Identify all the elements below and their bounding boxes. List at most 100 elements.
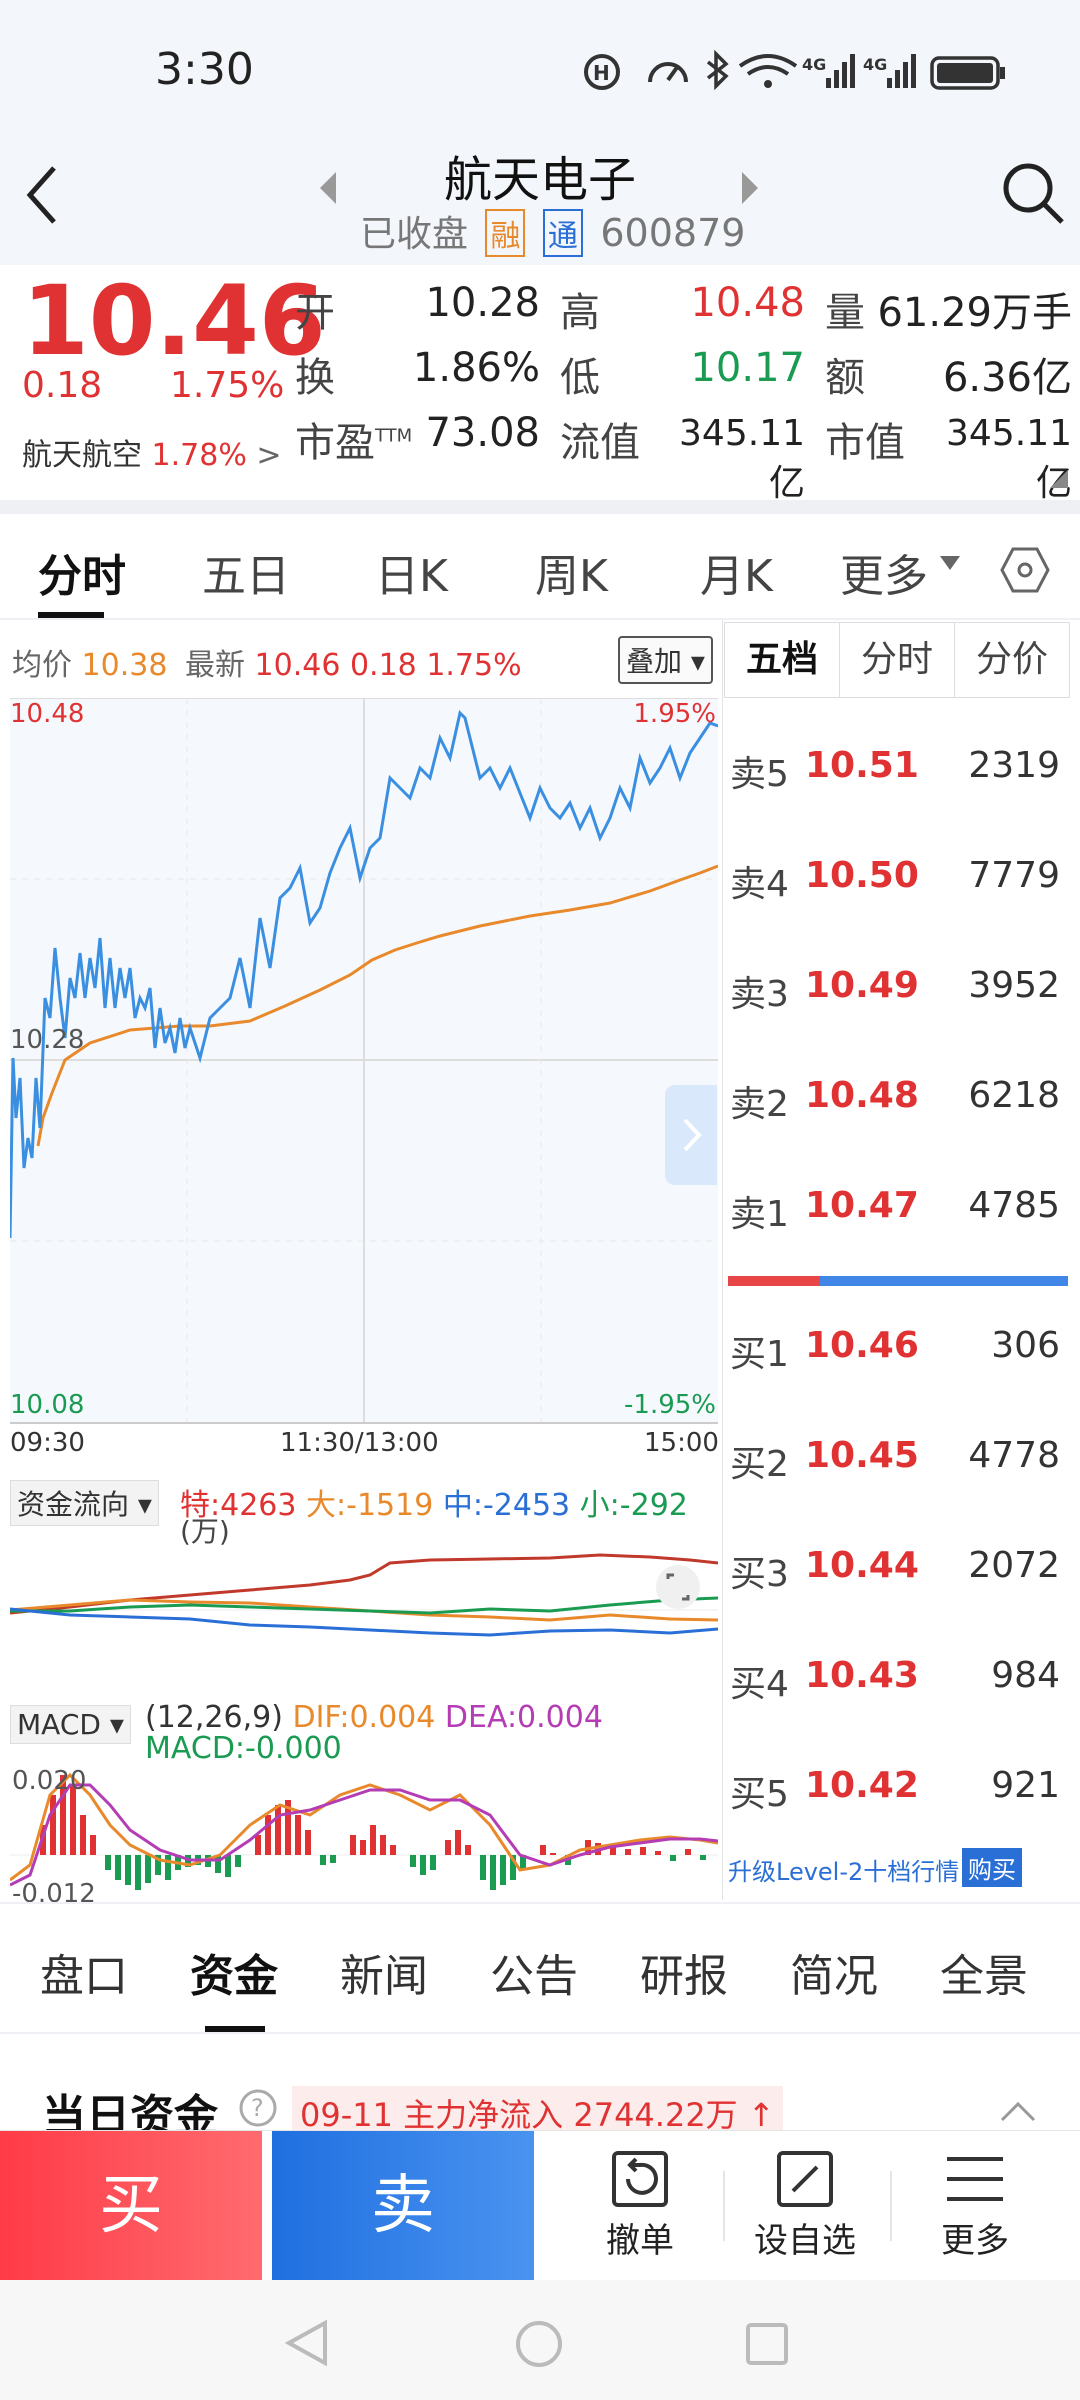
- buy-button[interactable]: 买: [0, 2131, 262, 2281]
- bid-volume: 306: [991, 1325, 1060, 1366]
- tab-weekly-k[interactable]: 周K: [535, 551, 608, 602]
- settings-hexagon-icon[interactable]: [1000, 545, 1050, 595]
- bid-price: 10.46: [805, 1325, 919, 1366]
- level2-upgrade-link[interactable]: 升级Level-2十档行情: [728, 1858, 960, 1886]
- label-pe: 市盈TTM: [295, 420, 413, 466]
- bid-ask-ratio-bar: [728, 1276, 1068, 1286]
- divider: [723, 2171, 725, 2241]
- bid-price: 10.44: [805, 1545, 919, 1586]
- tab-intraday[interactable]: 分时: [38, 551, 126, 602]
- macd-chart: 0.020 -0.012: [10, 1766, 718, 1905]
- nav-back-icon[interactable]: [285, 2320, 329, 2366]
- tab-five-day[interactable]: 五日: [202, 551, 290, 602]
- stock-header: 航天电子 已收盘 融 通 600879: [0, 140, 1080, 265]
- chevron-right-icon: [683, 1118, 702, 1152]
- ask-price: 10.48: [805, 1075, 919, 1116]
- ask-row[interactable]: 卖2: [730, 1084, 789, 1125]
- tab-funds[interactable]: 资金: [190, 1951, 278, 2002]
- more-dropdown-icon[interactable]: [940, 556, 960, 570]
- macd-y-bottom: -0.012: [12, 1879, 96, 1905]
- nav-home-icon[interactable]: [515, 2320, 563, 2368]
- fund-flow-chart: [10, 1553, 718, 1637]
- sell-button[interactable]: 卖: [272, 2131, 534, 2281]
- ask-row[interactable]: 卖4: [730, 864, 789, 905]
- hd-icon: H: [584, 54, 620, 90]
- ask-volume: 2319: [968, 745, 1060, 786]
- tab-news[interactable]: 新闻: [340, 1951, 428, 2002]
- quote-panel: 10.46 0.18 1.75% 航天航空 1.78% > 开 10.28 高 …: [0, 265, 1080, 504]
- bluetooth-icon: [706, 49, 729, 91]
- bid-row[interactable]: 买2: [730, 1444, 789, 1485]
- tong-badge: 通: [542, 209, 583, 257]
- macd-selector[interactable]: MACD ▾: [10, 1705, 131, 1744]
- tab-panorama[interactable]: 全景: [940, 1951, 1028, 2002]
- stock-code: 600879: [600, 211, 746, 255]
- nav-recents-icon[interactable]: [745, 2322, 789, 2366]
- tab-ticks[interactable]: 分时: [839, 623, 954, 697]
- label-float-cap: 流值: [560, 420, 640, 466]
- bid-volume: 984: [991, 1655, 1060, 1696]
- divider: [0, 2032, 1080, 2034]
- macd-legend: (12,26,9) DIF:0.004 DEA:0.004: [145, 1700, 603, 1735]
- tab-monthly-k[interactable]: 月K: [700, 551, 773, 602]
- ask-volume: 4785: [968, 1185, 1060, 1226]
- rong-badge: 融: [485, 209, 526, 257]
- bid-row[interactable]: 买3: [730, 1554, 789, 1595]
- speed-icon: [648, 62, 688, 83]
- cancel-order-button[interactable]: 撤单: [585, 2149, 695, 2262]
- ask-row[interactable]: 卖3: [730, 974, 789, 1015]
- related-sector[interactable]: 航天航空 1.78% >: [22, 438, 282, 473]
- pct-min-label: -1.95%: [624, 1390, 716, 1420]
- add-watchlist-button[interactable]: 设自选: [750, 2149, 860, 2262]
- bid-row[interactable]: 买1: [730, 1334, 789, 1375]
- battery-icon: [930, 56, 1005, 90]
- tab-more[interactable]: 更多: [840, 551, 928, 602]
- more-button[interactable]: 更多: [920, 2149, 1030, 2262]
- buy-level2-button[interactable]: 购买: [962, 1848, 1022, 1887]
- overlay-button[interactable]: 叠加 ▾: [618, 636, 713, 684]
- bid-row[interactable]: 买4: [730, 1664, 789, 1705]
- chevron-up-icon[interactable]: [1000, 2100, 1036, 2122]
- label-high: 高: [560, 290, 600, 336]
- tab-announcements[interactable]: 公告: [490, 1951, 578, 2002]
- book-tabs: 五档 分时 分价: [724, 622, 1070, 698]
- next-stock-icon[interactable]: [738, 170, 760, 206]
- tab-price-dist[interactable]: 分价: [954, 623, 1069, 697]
- status-bar: 3:30 H 4G 4G: [0, 0, 1080, 140]
- time-start-label: 09:30: [10, 1428, 85, 1458]
- divider: [0, 618, 1080, 620]
- bid-volume: 4778: [968, 1435, 1060, 1476]
- help-icon[interactable]: ?: [238, 2088, 278, 2128]
- tab-handicap[interactable]: 盘口: [40, 1951, 128, 2002]
- pct-max-label: 1.95%: [633, 699, 716, 729]
- expand-corner-icon[interactable]: [1050, 470, 1068, 488]
- ask-row[interactable]: 卖1: [730, 1194, 789, 1235]
- macd-y-top: 0.020: [12, 1766, 86, 1796]
- edit-icon: [777, 2151, 833, 2207]
- ask-volume: 6218: [968, 1075, 1060, 1116]
- tab-research[interactable]: 研报: [640, 1951, 728, 2002]
- bid-price: 10.42: [805, 1765, 919, 1806]
- ask-row[interactable]: 卖5: [730, 754, 789, 795]
- intraday-legend: 均价 10.38 最新 10.46 0.18 1.75%: [12, 648, 522, 683]
- value-low: 10.17: [690, 345, 805, 391]
- arrow-up-icon: ↑: [747, 2096, 775, 2134]
- fund-flow-selector[interactable]: 资金流向 ▾: [10, 1480, 159, 1526]
- ask-price: 10.51: [805, 745, 919, 786]
- tab-profile[interactable]: 简况: [790, 1951, 878, 2002]
- expand-side-button[interactable]: [665, 1085, 717, 1185]
- value-open: 10.28: [425, 280, 540, 326]
- back-icon[interactable]: [22, 160, 62, 230]
- tab-five-levels[interactable]: 五档: [745, 639, 818, 680]
- prev-stock-icon[interactable]: [318, 170, 340, 206]
- y-max-label: 10.48: [10, 699, 84, 729]
- bid-row[interactable]: 买5: [730, 1774, 789, 1815]
- y-min-label: 10.08: [10, 1390, 84, 1420]
- fullscreen-icon: [656, 1565, 700, 1609]
- tab-daily-k[interactable]: 日K: [375, 551, 448, 602]
- ask-volume: 3952: [968, 965, 1060, 1006]
- ask-volume: 7779: [968, 855, 1060, 896]
- 4g-signal-icon: 4G: [802, 54, 855, 88]
- macd-value: MACD:-0.000: [145, 1731, 342, 1766]
- search-icon[interactable]: [1000, 160, 1066, 226]
